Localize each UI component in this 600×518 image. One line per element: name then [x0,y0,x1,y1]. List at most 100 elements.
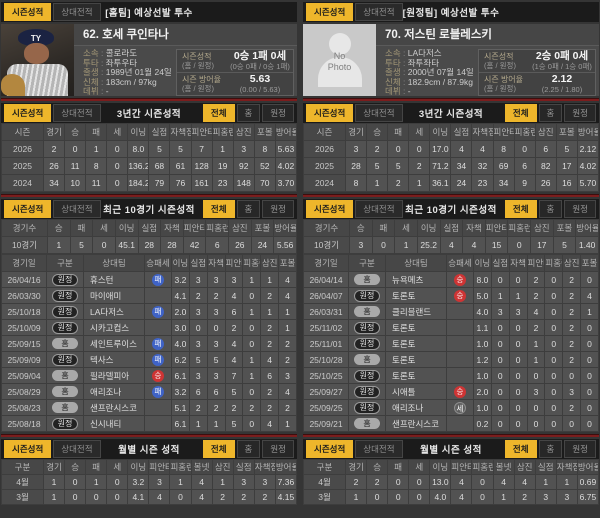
date-cell: 25/08/18 [1,415,47,432]
num-cell: 7 [190,140,213,158]
era-value: 5.63 [249,72,271,85]
num-cell: 6 [534,140,557,158]
tab-season-stats[interactable]: 시즌성적 [4,104,52,122]
filter-all[interactable]: 전체 [202,200,235,218]
filter-all[interactable]: 전체 [504,200,537,218]
away-topbar: 시즌성적 상대전적 [원정팀] 예상선발 투수 [303,2,599,22]
tab-season-stats[interactable]: 시즌성적 [4,200,52,218]
num-cell: 3 [508,303,528,320]
num-cell: 0 [387,474,410,490]
column-header: 승패세 [144,254,172,272]
table-row: 25/08/18 원정 신시내티 6.1 1 1 5 0 4 1 [1,415,297,432]
num-cell: 1 [534,474,557,490]
tab-head-to-head[interactable]: 상대전적 [355,440,403,458]
tab-head-to-head[interactable]: 상대전적 [53,104,101,122]
num-cell: 3 [232,140,255,158]
tab-season-stats[interactable]: 시즌성적 [306,200,354,218]
num-cell: 0 [526,399,546,416]
column-header: 상대팀 [83,254,145,272]
column-header: 구분 [46,254,84,272]
column-header: 이닝 [416,219,441,237]
tab-season-stats[interactable]: 시즌성적 [306,440,354,458]
column-header: 승 [366,459,389,475]
filter-away[interactable]: 원정 [564,104,596,122]
column-header: 삼진 [232,123,255,141]
num-cell: 2 [562,319,582,336]
column-header: 피안타 [148,459,171,475]
num-cell: 5 [206,351,226,368]
num-cell: 3 [188,367,208,384]
filter-home[interactable]: 홈 [538,440,563,458]
player-info-row: 투타 : 좌투우타 [83,58,138,68]
num-cell: 161 [190,174,213,192]
num-cell: 0 [387,489,410,505]
filter-all[interactable]: 전체 [504,104,537,122]
row-header-cell: 2024 [303,174,346,192]
num-cell: 45.1 [114,236,139,254]
filter-all[interactable]: 전체 [202,104,235,122]
num-cell: 11 [85,174,108,192]
filter-all[interactable]: 전체 [504,440,537,458]
era-value-sub: (2.25 / 1.80) [541,84,583,94]
num-cell: 0 [106,140,129,158]
filter-home[interactable]: 홈 [538,104,563,122]
table-row: 25/09/15 홈 세인트루이스 패 4.0 3 3 4 0 2 2 [1,335,297,352]
pill-cell: 원정 [46,271,84,288]
season-record-row: 시즌성적 (홈 / 원정) 2승 0패 0세 (1승 0패 / 1승 0패) [479,50,595,72]
column-header: 패 [85,459,108,475]
num-cell: 19 [211,157,234,175]
num-cell: 34 [492,174,515,192]
table-row: 25/09/21 홈 샌프란시스코 0.2 0 0 0 0 0 0 [303,415,599,432]
tab-season-stats[interactable]: 시즌성적 [306,104,354,122]
team-cell: 토론토 [385,319,447,336]
num-cell: 1 [278,319,297,336]
date-cell: 25/09/25 [303,399,349,416]
table-row: 26/04/07 원정 토론토 승 5.0 1 1 2 0 2 4 [303,287,599,304]
num-cell: 1 [242,351,262,368]
filter-away[interactable]: 원정 [564,200,596,218]
filter-away[interactable]: 원정 [262,200,294,218]
filter-home[interactable]: 홈 [236,200,261,218]
filter-home[interactable]: 홈 [236,440,261,458]
tab-head-to-head[interactable]: 상대전적 [355,104,403,122]
filter-home[interactable]: 홈 [538,200,563,218]
num-cell: 0 [544,319,564,336]
tab-head-to-head[interactable]: 상대전적 [355,200,403,218]
table-row: 10경기 1 5 0 45.1 28 28 42 6 26 24 5.56 [1,236,297,254]
num-cell: 5 [224,383,244,400]
tab-head-to-head[interactable]: 상대전적 [53,3,101,21]
filter-away[interactable]: 원정 [262,440,294,458]
column-header: 세 [106,459,129,475]
tab-season-stats[interactable]: 시즌성적 [306,3,354,21]
tab-season-stats[interactable]: 시즌성적 [4,440,52,458]
team-cell: 토론토 [385,351,447,368]
filter-home[interactable]: 홈 [236,104,261,122]
num-cell: 7 [224,367,244,384]
filter-away[interactable]: 원정 [262,104,294,122]
num-cell: 1 [490,287,510,304]
num-cell: 0 [92,236,116,254]
venue-pill-away: 원정 [51,305,79,318]
team-cell: 휴스턴 [83,271,145,288]
tab-head-to-head[interactable]: 상대전적 [53,200,101,218]
num-cell: 23 [211,174,234,192]
column-header: 경기 [42,459,66,475]
num-cell: 4.1 [127,489,150,505]
num-cell: 0.69 [576,474,600,490]
table-row: 3월 1 0 0 0 4.1 4 0 4 2 2 2 4.15 [1,489,298,505]
num-cell: 3 [253,474,276,490]
num-cell: 0 [242,335,262,352]
tab-head-to-head[interactable]: 상대전적 [355,3,403,21]
pill-cell: 원정 [348,399,386,416]
pill-cell: 원정 [348,383,386,400]
row-header-cell: 10경기 [303,236,350,254]
filter-all[interactable]: 전체 [202,440,235,458]
filter-away[interactable]: 원정 [564,440,596,458]
tab-head-to-head[interactable]: 상대전적 [53,440,101,458]
num-cell: 2 [260,399,280,416]
num-cell: 0 [64,140,87,158]
num-cell: 0 [544,367,564,384]
tab-season-stats[interactable]: 시즌성적 [4,3,52,21]
column-header: 방어율 [273,219,297,237]
num-cell: 0 [169,489,192,505]
